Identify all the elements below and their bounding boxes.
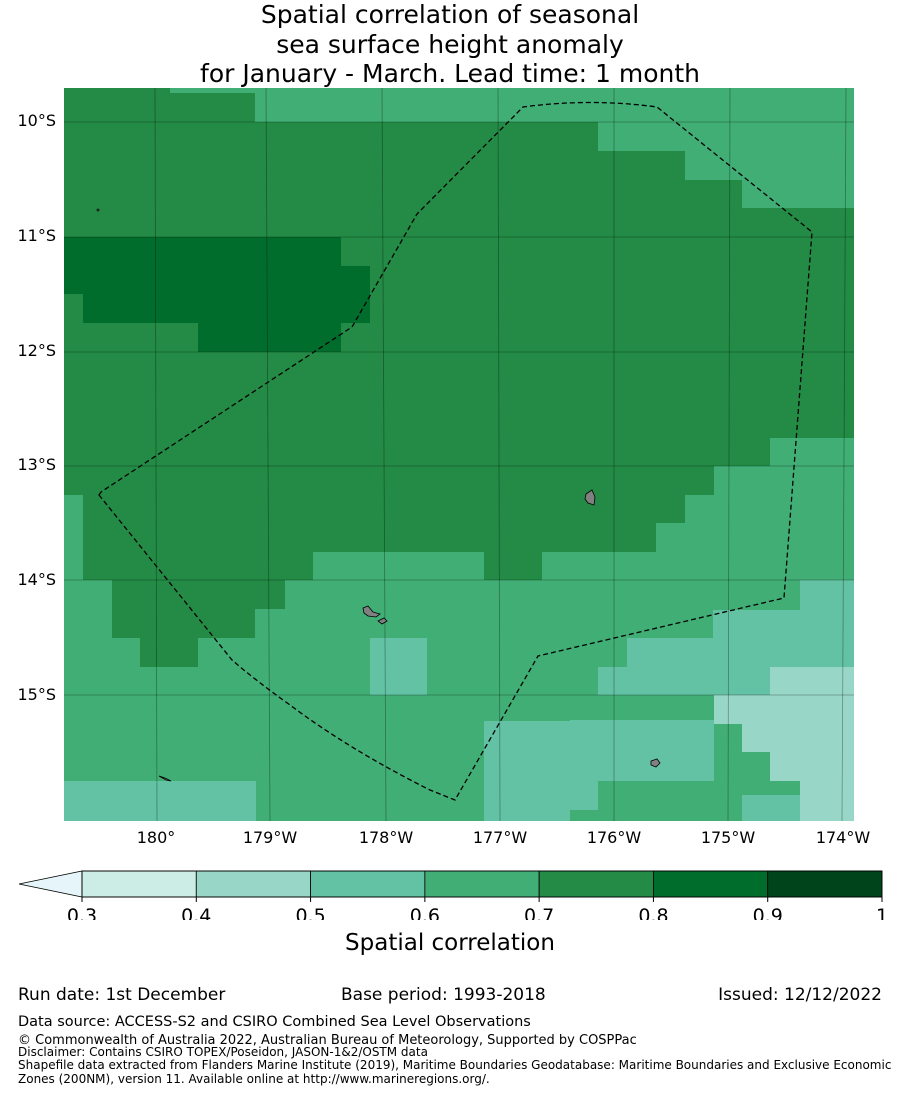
colorbar-segment	[653, 870, 769, 898]
lon-label: 180°	[137, 828, 176, 847]
island	[362, 605, 381, 618]
data-source: Data source: ACCESS-S2 and CSIRO Combine…	[18, 1014, 531, 1030]
colorbar: 0.3 0.4 0.5 0.6 0.7 0.8 0.9 1	[18, 870, 888, 920]
colorbar-segment	[767, 870, 883, 898]
heatmap-cell	[714, 667, 854, 821]
colorbar-tick-label: 0.3	[67, 905, 97, 920]
island	[158, 775, 172, 782]
colorbar-tick-label: 0.4	[181, 905, 211, 920]
colorbar-outline	[81, 870, 883, 898]
colorbar-segment	[424, 870, 540, 898]
colorbar-title: Spatial correlation	[345, 930, 555, 956]
issued-date: Issued: 12/12/2022	[718, 985, 882, 1005]
shapefile-credit-line-1: Shapefile data extracted from Flanders M…	[18, 1058, 892, 1072]
eez-boundary	[98, 101, 813, 801]
latitude-labels: 10°S 11°S 12°S 13°S 14°S 15°S	[17, 111, 56, 704]
colorbar-segment	[538, 870, 654, 898]
lat-label: 15°S	[17, 685, 56, 704]
gridline	[497, 87, 501, 822]
colorbar-extend-arrow	[18, 870, 83, 898]
heatmap-cell	[64, 88, 854, 667]
colorbar-segment	[310, 870, 426, 898]
heatmap-cell	[64, 781, 256, 821]
gridline	[841, 87, 847, 822]
title-line-3: for January - March. Lead time: 1 month	[200, 59, 700, 88]
heatmap-cell	[64, 237, 370, 352]
map-title: Spatial correlation of seasonal sea surf…	[0, 0, 900, 89]
shapefile-credit-line-2: Zones (200NM), version 11. Available onl…	[18, 1072, 490, 1086]
colorbar-tick-label: 0.8	[638, 905, 668, 920]
island	[96, 208, 100, 212]
lon-label: 177°W	[473, 828, 528, 847]
title-line-1: Spatial correlation of seasonal	[260, 0, 640, 29]
colorbar-tick-label: 1	[876, 905, 888, 920]
heatmap-cell	[484, 580, 854, 821]
lon-label: 175°W	[701, 828, 756, 847]
heatmap-cell	[370, 638, 427, 695]
gridline	[381, 87, 387, 822]
gridline	[727, 87, 731, 822]
colorbar-tick-label: 0.9	[753, 905, 783, 920]
colorbar-tick-label: 0.7	[524, 905, 554, 920]
graticule	[64, 87, 854, 822]
run-date: Run date: 1st December	[18, 985, 226, 1005]
lat-label: 12°S	[17, 341, 56, 360]
copyright-notice: © Commonwealth of Australia 2022, Austra…	[18, 1033, 637, 1048]
island	[584, 489, 596, 506]
lon-label: 178°W	[359, 828, 414, 847]
colorbar-segment	[81, 870, 197, 898]
longitude-labels: 180° 179°W 178°W 177°W 176°W 175°W 174°W	[137, 828, 871, 847]
lon-label: 176°W	[587, 828, 642, 847]
lat-label: 10°S	[17, 111, 56, 130]
title-line-2: sea surface height anomaly	[276, 29, 624, 59]
heatmap-cells	[64, 88, 854, 821]
lat-label: 11°S	[17, 226, 56, 245]
base-period: Base period: 1993-2018	[341, 985, 546, 1005]
lon-label: 174°W	[816, 828, 871, 847]
correlation-map: 10°S 11°S 12°S 13°S 14°S 15°S 180° 179°W…	[17, 87, 888, 920]
colorbar-segment	[195, 870, 311, 898]
lat-label: 14°S	[17, 570, 56, 589]
island	[377, 617, 388, 625]
lat-label: 13°S	[17, 455, 56, 474]
disclaimer: Disclaimer: Contains CSIRO TOPEX/Poseido…	[18, 1045, 428, 1059]
gridline	[154, 87, 158, 822]
lon-label: 179°W	[243, 828, 298, 847]
colorbar-tick-label: 0.5	[295, 905, 325, 920]
land-masses	[96, 208, 661, 782]
gridline	[265, 87, 271, 822]
colorbar-tick-label: 0.6	[410, 905, 440, 920]
island	[650, 758, 661, 768]
